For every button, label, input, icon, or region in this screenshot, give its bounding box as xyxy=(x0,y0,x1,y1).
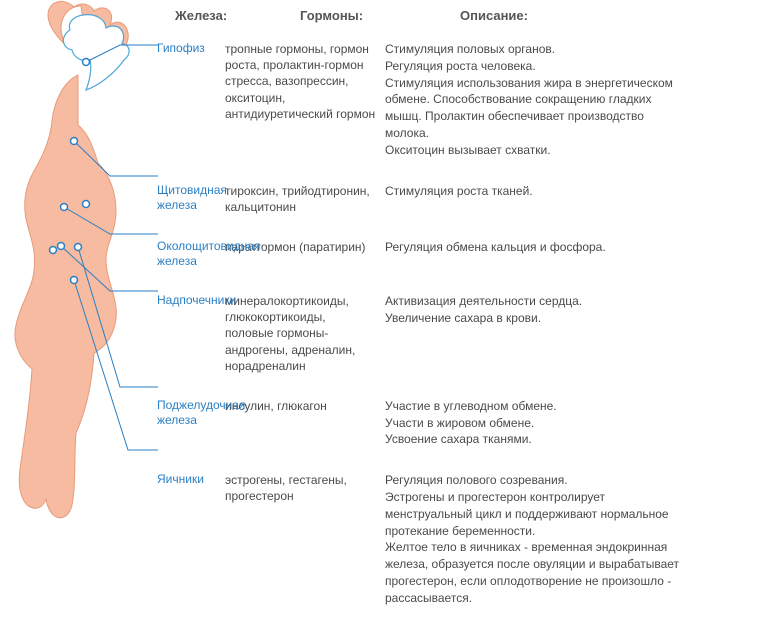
gland-name: Гипофиз xyxy=(105,35,225,56)
description-text: Регуляция полового созревания.Эстрогены … xyxy=(385,466,685,606)
gland-row: Надпочечникиминералокортикоиды, глюкокор… xyxy=(105,287,761,374)
header-description: Описание: xyxy=(460,8,760,23)
gland-name: Щитовидная железа xyxy=(105,177,225,213)
gland-name: Яичники xyxy=(105,466,225,487)
description-text: Стимуляция половых органов.Регуляция рос… xyxy=(385,35,685,159)
hormones-text: тироксин, трийодтиронин, кальцитонин xyxy=(225,177,385,215)
description-text: Активизация деятельности сердца.Увеличен… xyxy=(385,287,685,327)
gland-row: Поджелудочная железаинсулин, глюкагонУча… xyxy=(105,392,761,448)
description-text: Стимуляция роста тканей. xyxy=(385,177,685,200)
gland-row: Околощитовидная железапаратгормон (парат… xyxy=(105,233,761,269)
description-text: Участие в углеводном обмене.Участи в жир… xyxy=(385,392,685,448)
gland-name: Околощитовидная железа xyxy=(105,233,225,269)
gland-name: Надпочечники xyxy=(105,287,225,308)
gland-rows: Гипофизтропные гормоны, гормон роста, пр… xyxy=(105,35,761,625)
gland-row: Гипофизтропные гормоны, гормон роста, пр… xyxy=(105,35,761,159)
hormones-text: минералокортикоиды, глюкокортикоиды, пол… xyxy=(225,287,385,374)
hormones-text: инсулин, глюкагон xyxy=(225,392,385,414)
hormones-text: эстрогены, гестагены, прогестерон xyxy=(225,466,385,504)
header-gland: Железа: xyxy=(175,8,300,23)
description-text: Регуляция обмена кальция и фосфора. xyxy=(385,233,685,256)
column-headers: Железа: Гормоны: Описание: xyxy=(175,8,760,23)
gland-row: Яичникиэстрогены, гестагены, прогестерон… xyxy=(105,466,761,606)
header-hormones: Гормоны: xyxy=(300,8,460,23)
gland-row: Щитовидная железатироксин, трийодтиронин… xyxy=(105,177,761,215)
hormones-text: тропные гормоны, гормон роста, пролактин… xyxy=(225,35,385,122)
gland-name: Поджелудочная железа xyxy=(105,392,225,428)
